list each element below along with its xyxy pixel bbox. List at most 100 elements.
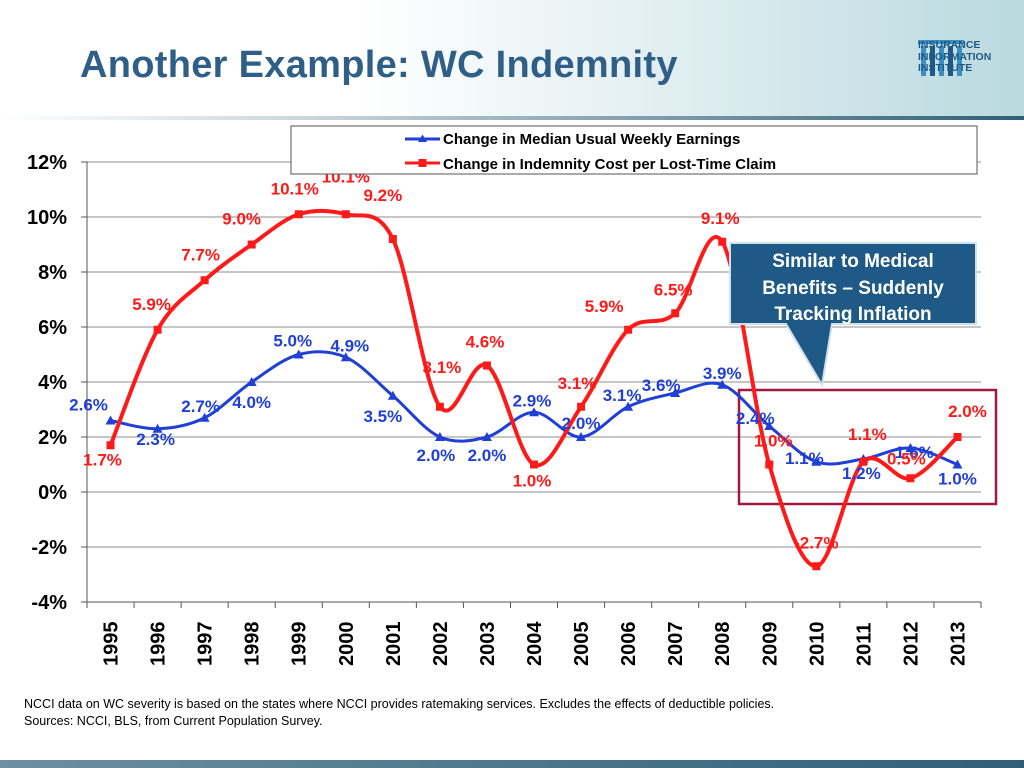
x-tick-label: 2000	[336, 622, 358, 667]
indemnity-point	[953, 433, 962, 441]
bottom-bar	[0, 760, 1024, 768]
indemnity-data-label: 0.5%	[887, 449, 926, 468]
indemnity-point	[624, 325, 633, 334]
page-title: Another Example: WC Indemnity	[80, 44, 678, 86]
indemnity-point	[482, 361, 491, 370]
indemnity-point	[577, 402, 586, 411]
footnote-line: NCCI data on WC severity is based on the…	[24, 697, 775, 711]
x-tick-label: 1995	[101, 622, 123, 667]
earnings-point	[811, 456, 822, 466]
earnings-data-label: 3.6%	[642, 376, 681, 395]
earnings-data-label: 1.1%	[785, 449, 824, 468]
earnings-point	[481, 432, 492, 441]
earnings-data-label: 2.9%	[513, 391, 552, 410]
indemnity-point	[247, 240, 256, 249]
earnings-data-label: 2.4%	[736, 409, 775, 428]
x-tick-labels: 1995 1996 1997 1998 1999 2000 2001 2002 2003 2004…	[101, 621, 970, 666]
earnings-data-label: 5.0%	[273, 332, 312, 351]
indemnity-data-label: 7.7%	[181, 245, 220, 264]
y-tick-label: 8%	[38, 262, 67, 284]
indemnity-data-label: 9.2%	[363, 186, 402, 205]
earnings-data-label: 2.0%	[468, 446, 507, 465]
x-tick-label: 2002	[430, 622, 452, 667]
earnings-data-label: 2.7%	[181, 397, 220, 416]
legend-box	[290, 125, 978, 175]
indemnity-data-label: 1.0%	[754, 432, 793, 451]
callout-line: Tracking Inflation	[774, 304, 931, 325]
x-tick-label: 2008	[712, 622, 734, 667]
indemnity-data-label: 1.1%	[848, 425, 887, 444]
x-tick-label: 1999	[289, 622, 311, 667]
earnings-data-label: 2.0%	[562, 414, 601, 433]
indemnity-data-label: 3.1%	[558, 374, 597, 393]
y-tick-label: 4%	[38, 372, 67, 394]
y-tick-label: 0%	[38, 482, 67, 504]
x-tick-label: 2010	[806, 622, 828, 667]
indemnity-data-label: 3.1%	[423, 358, 462, 377]
y-tick-label: 6%	[38, 317, 67, 339]
indemnity-data-label: 4.6%	[466, 333, 505, 352]
earnings-data-label: 3.5%	[363, 407, 402, 426]
indemnity-point	[341, 210, 350, 219]
earnings-point	[764, 421, 775, 430]
earnings-point	[529, 407, 539, 417]
logo-line: INFORMATION	[918, 50, 992, 63]
logo-line: INSURANCE	[918, 39, 981, 51]
earnings-point	[576, 432, 587, 441]
indemnity-point	[153, 325, 162, 334]
indemnity-point	[530, 460, 538, 469]
earnings-point	[105, 415, 116, 425]
callout-shape	[729, 242, 977, 388]
indemnity-data-label: -2.7%	[794, 533, 838, 552]
indemnity-data-label: 9.1%	[701, 209, 740, 228]
indemnity-data-label: 1.0%	[513, 472, 552, 491]
indemnity-point	[388, 235, 397, 243]
earnings-point	[670, 388, 681, 397]
earnings-data-label: 1.2%	[842, 464, 881, 483]
indemnity-data-label: 10.1%	[271, 179, 319, 198]
earnings-data-label: 4.0%	[232, 393, 271, 412]
earnings-point	[387, 390, 398, 400]
x-tick-label: 2001	[383, 622, 405, 667]
earnings-point	[905, 443, 916, 452]
series-group	[105, 208, 963, 571]
callout: Similar to Medical Benefits – Suddenly T…	[729, 242, 977, 388]
earnings-point	[717, 379, 728, 389]
x-tick-label: 1998	[242, 622, 264, 667]
x-tick-label: 2009	[759, 622, 781, 667]
iii-logo-icon	[918, 40, 964, 76]
x-tick-label: 2012	[900, 622, 922, 667]
legend: Change in Median Usual Weekly Earnings C…	[290, 125, 978, 175]
indemnity-point	[906, 474, 915, 483]
header-background	[0, 0, 1024, 118]
x-tick-label: 2005	[571, 622, 593, 667]
indemnity-point	[106, 441, 115, 450]
indemnity-point	[812, 562, 821, 571]
earnings-data-label: 3.9%	[703, 364, 742, 383]
earnings-point	[152, 423, 163, 433]
indemnity-data-label: 6.5%	[654, 280, 693, 299]
y-tick-labels: -4% -2% 0% 2% 4% 6% 8% 10% 12%	[27, 152, 67, 614]
earnings-data-label: 4.9%	[330, 336, 369, 355]
earnings-point	[199, 412, 210, 422]
y-tick-label: 2%	[38, 427, 67, 449]
legend-marker-indemnity	[418, 159, 427, 167]
indemnity-data-label: 2.0%	[948, 402, 987, 421]
x-tick-label: 2003	[477, 622, 499, 667]
header-divider	[0, 116, 1024, 120]
footnote: NCCI data on WC severity is based on the…	[24, 696, 774, 730]
callout-line: Similar to Medical	[772, 251, 934, 272]
indemnity-data-label: 9.0%	[222, 210, 261, 229]
x-tick-label: 1997	[195, 622, 217, 667]
earnings-point	[952, 459, 963, 469]
legend-label-indemnity: Change in Indemnity Cost per Lost-Time C…	[443, 156, 776, 173]
y-tick-label: 10%	[27, 207, 67, 229]
logo-line: INSTITUTE	[918, 62, 973, 74]
indemnity-point	[859, 457, 868, 466]
gridlines	[87, 161, 981, 603]
x-tick-label: 2007	[665, 622, 687, 667]
footnote-line: Sources: NCCI, BLS, from Current Populat…	[24, 714, 323, 728]
earnings-data-label: 3.1%	[603, 386, 642, 405]
highlight-box	[737, 388, 998, 506]
